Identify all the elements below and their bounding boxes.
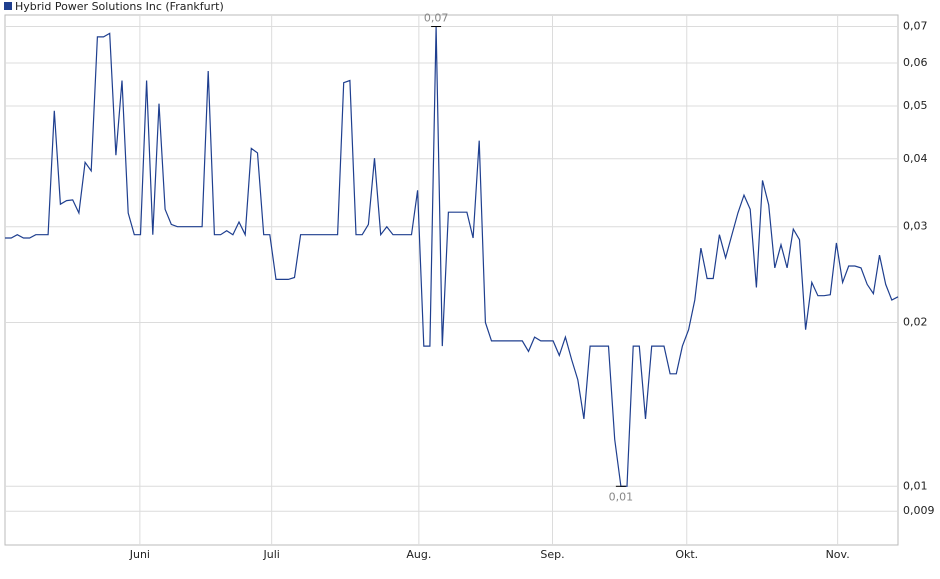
- x-tick-label: Juni: [129, 548, 150, 561]
- annotation-label: 0,07: [424, 12, 449, 25]
- annotation-label: 0,01: [609, 490, 634, 503]
- y-tick-label: 0,01: [903, 479, 928, 492]
- y-tick-label: 0,06: [903, 56, 928, 69]
- price-line: [5, 26, 899, 487]
- plot-area: [4, 14, 899, 546]
- x-tick-label: Sep.: [540, 548, 564, 561]
- y-tick-label: 0,009: [903, 504, 935, 517]
- y-tick-label: 0,05: [903, 99, 928, 112]
- legend-label: Hybrid Power Solutions Inc (Frankfurt): [15, 0, 224, 13]
- x-tick-label: Juli: [263, 548, 280, 561]
- x-tick-label: Aug.: [406, 548, 431, 561]
- legend-swatch: [4, 2, 12, 10]
- x-tick-label: Okt.: [675, 548, 698, 561]
- y-tick-label: 0,07: [903, 20, 928, 33]
- y-tick-label: 0,02: [903, 316, 928, 329]
- x-tick-label: Nov.: [826, 548, 850, 561]
- y-tick-label: 0,04: [903, 152, 928, 165]
- y-tick-label: 0,03: [903, 220, 928, 233]
